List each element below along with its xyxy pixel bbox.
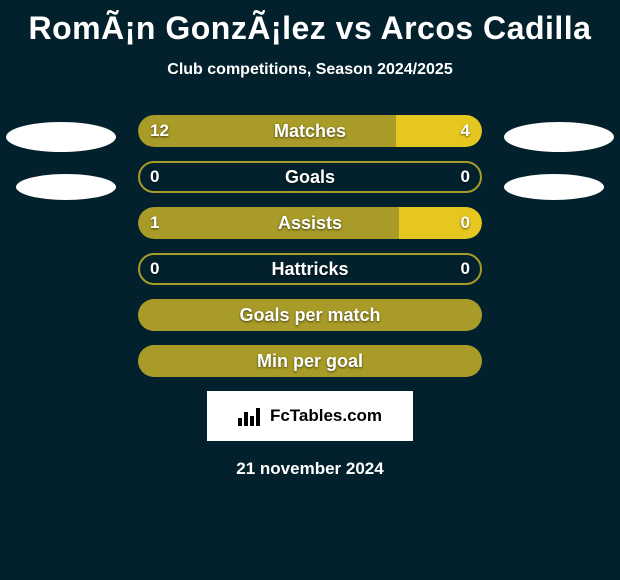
stat-bar [138, 115, 482, 147]
stat-row: Hattricks00 [0, 253, 620, 285]
stat-row: Assists10 [0, 207, 620, 239]
stat-row: Goals per match [0, 299, 620, 331]
stat-bar [138, 207, 482, 239]
subtitle: Club competitions, Season 2024/2025 [0, 61, 620, 79]
stat-bar [138, 161, 482, 193]
stat-row: Matches124 [0, 115, 620, 147]
bars-icon [238, 406, 264, 426]
stat-row: Goals00 [0, 161, 620, 193]
brand-text: FcTables.com [270, 406, 382, 426]
comparison-card: RomÃ¡n GonzÃ¡lez vs Arcos Cadilla Club c… [0, 0, 620, 479]
stat-bar [138, 253, 482, 285]
date-text: 21 november 2024 [0, 459, 620, 479]
stat-bar [138, 345, 482, 377]
stat-bar-left [138, 207, 399, 239]
stat-bar-left [138, 115, 396, 147]
page-title: RomÃ¡n GonzÃ¡lez vs Arcos Cadilla [0, 0, 620, 47]
stat-row: Min per goal [0, 345, 620, 377]
stat-bar-right [399, 207, 482, 239]
stat-bar [138, 299, 482, 331]
stat-bar-right [396, 115, 482, 147]
stat-rows: Matches124 Goals00 Assists10 Hattricks00 Goa… [0, 115, 620, 377]
brand-badge: FcTables.com [207, 391, 413, 441]
